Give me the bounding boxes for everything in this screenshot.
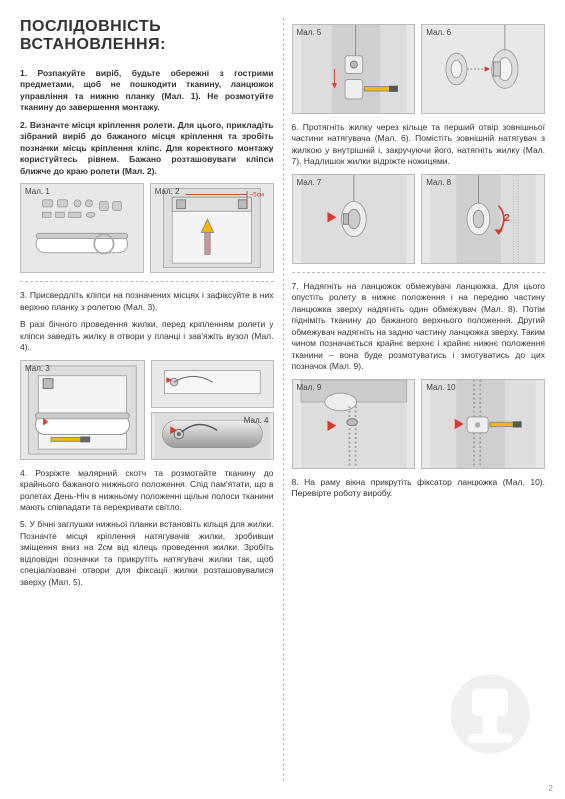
svg-text:2: 2 — [504, 212, 510, 224]
figure-10: Мал. 10 — [421, 379, 545, 469]
figure-8-svg: 2 — [422, 175, 544, 263]
figure-1-svg — [21, 184, 143, 272]
figure-1: Мал. 1 — [20, 183, 144, 273]
divider — [20, 281, 274, 282]
figure-10-svg — [422, 380, 544, 468]
right-column: Мал. 5 Мал. 6 — [292, 18, 546, 594]
step-3-text: 3. Присвердліть кліпси на позначених міс… — [20, 290, 274, 313]
figure-1-label: Мал. 1 — [25, 187, 50, 196]
figure-6: Мал. 6 — [421, 24, 545, 114]
figure-7-svg — [293, 175, 415, 263]
figure-3-svg — [21, 361, 144, 459]
page-number: 2 — [549, 784, 553, 793]
figure-4-top — [151, 360, 274, 408]
figure-5-svg — [293, 25, 415, 113]
figure-9-label: Мал. 9 — [297, 383, 322, 392]
figure-2-svg: ~5см — [151, 184, 273, 272]
figure-5: Мал. 5 — [292, 24, 416, 114]
figure-2-label: Мал. 2 — [155, 187, 180, 196]
divider — [292, 272, 546, 273]
step-1-text: 1. Розпакуйте виріб, будьте обережні з г… — [20, 68, 274, 114]
step-3b-text: В разі бічного проведення жилки, перед к… — [20, 319, 274, 353]
figure-4: Мал. 4 — [151, 412, 274, 460]
svg-text:~5см: ~5см — [249, 192, 263, 199]
figure-6-svg — [422, 25, 544, 113]
figure-9: Мал. 9 — [292, 379, 416, 469]
figure-4a-svg — [152, 361, 273, 407]
figure-3-label: Мал. 3 — [25, 364, 50, 373]
figure-7-label: Мал. 7 — [297, 178, 322, 187]
figure-7: Мал. 7 — [292, 174, 416, 264]
figure-4-label: Мал. 4 — [244, 416, 269, 425]
figure-10-label: Мал. 10 — [426, 383, 455, 392]
step-2-text: 2. Визначте місця кріплення ролети. Для … — [20, 120, 274, 177]
step-8-text: 8. На раму вікна прикрутіть фіксатор лан… — [292, 477, 546, 500]
column-divider — [283, 18, 284, 781]
left-column: ПОСЛІДОВНІСТЬ ВСТАНОВЛЕННЯ: 1. Розпакуйт… — [20, 18, 274, 594]
step-4-text: 4. Розріжте малярний скотч та розмотайте… — [20, 468, 274, 514]
figure-9-svg — [293, 380, 415, 468]
figure-8: Мал. 8 2 — [421, 174, 545, 264]
figure-8-label: Мал. 8 — [426, 178, 451, 187]
step-7-text: 7. Надягніть на ланцюжок обмежувачі ланц… — [292, 281, 546, 373]
figure-2: Мал. 2 ~5см — [150, 183, 274, 273]
figure-3: Мал. 3 — [20, 360, 145, 460]
step-5-text: 5. У бічні заглушки нижньої планки встан… — [20, 519, 274, 588]
figure-6-label: Мал. 6 — [426, 28, 451, 37]
watermark-icon — [445, 669, 535, 759]
figure-5-label: Мал. 5 — [297, 28, 322, 37]
step-6-text: 6. Протягніть жилку через кільце та перш… — [292, 122, 546, 168]
page-title: ПОСЛІДОВНІСТЬ ВСТАНОВЛЕННЯ: — [20, 18, 274, 54]
